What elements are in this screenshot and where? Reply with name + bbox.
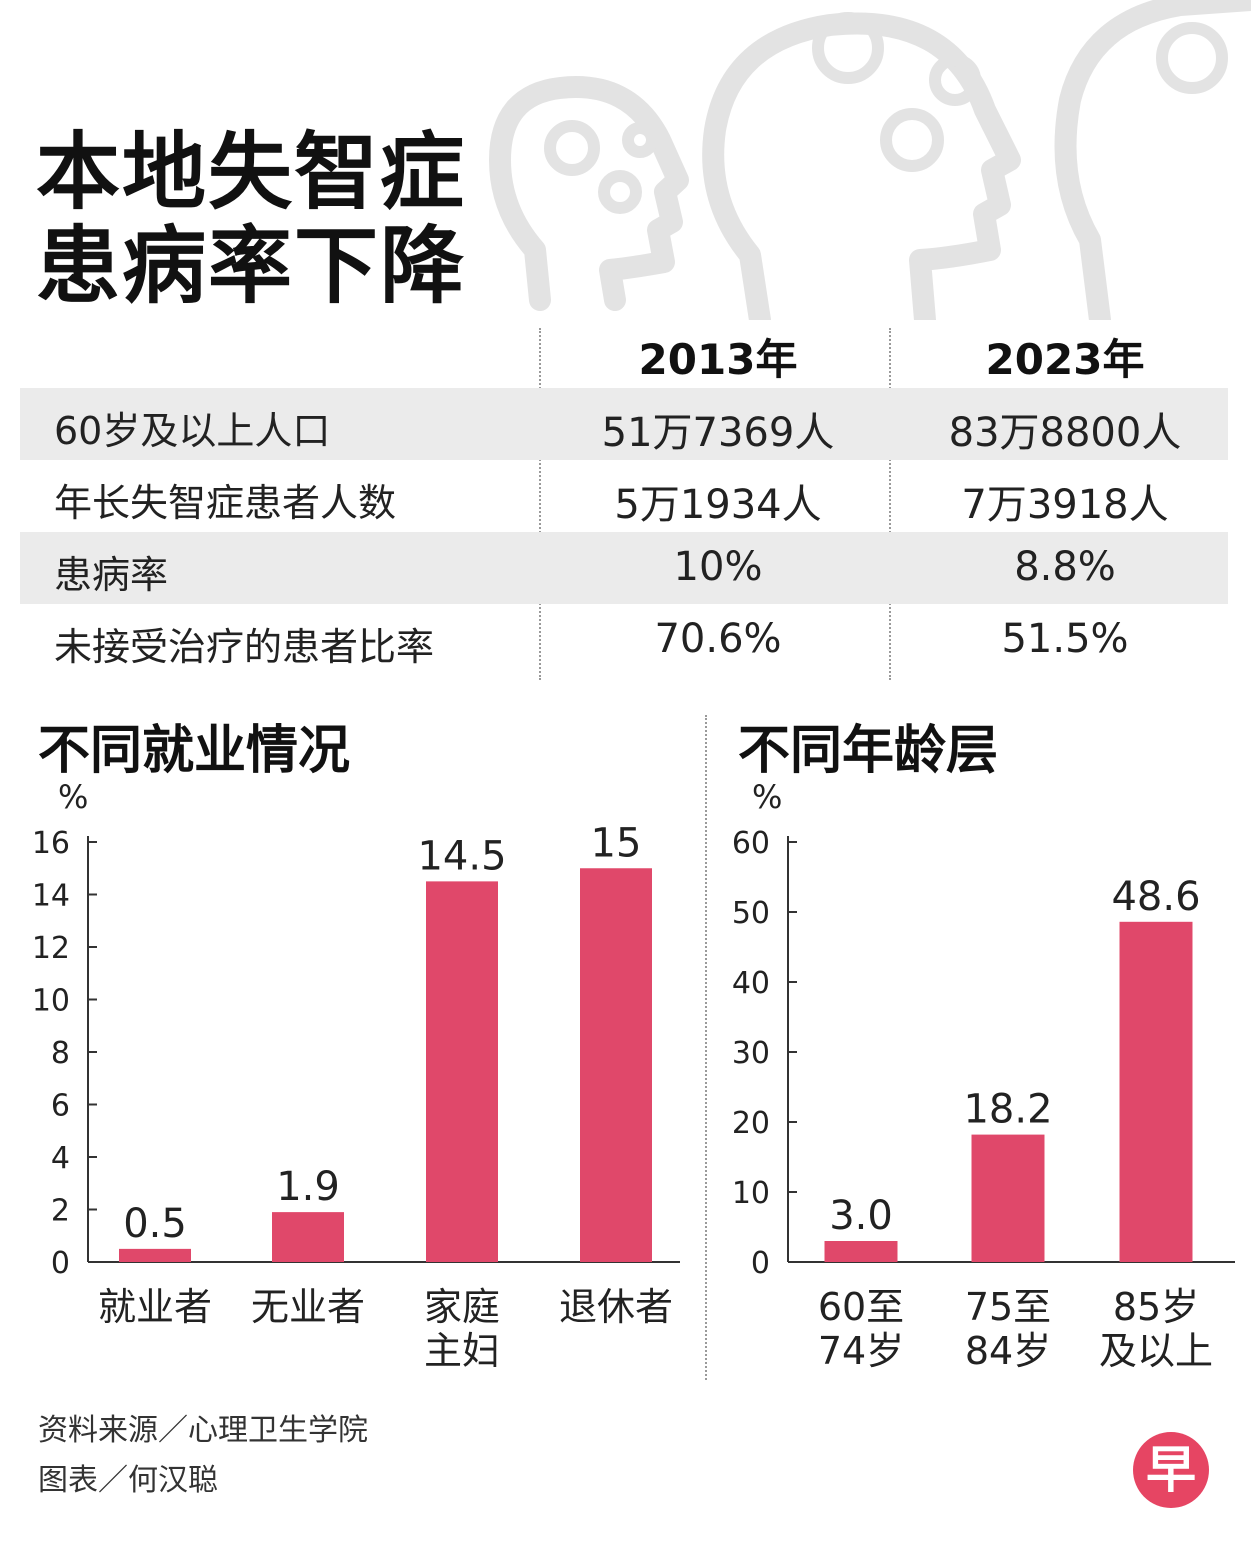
- category-label: 就业者: [98, 1285, 212, 1329]
- page-title: 本地失智症 患病率下降: [36, 125, 466, 313]
- category-label: 85岁: [1113, 1285, 1199, 1329]
- value-2013: 5万1934人: [614, 482, 822, 528]
- y-tick-label: 8: [51, 1036, 70, 1071]
- employment-chart-title: 不同就业情况: [38, 721, 351, 781]
- category-label: 主妇: [424, 1329, 500, 1373]
- data-label: 18.2: [963, 1087, 1052, 1133]
- category-label: 75至: [965, 1285, 1051, 1329]
- table-divider-2: [889, 328, 891, 680]
- chart-divider: [705, 715, 707, 1380]
- category-label: 74岁: [818, 1329, 904, 1373]
- bar: [272, 1212, 344, 1262]
- row-label: 未接受治疗的患者比率: [54, 625, 435, 669]
- bar: [580, 868, 652, 1262]
- value-2013: 51万7369人: [601, 410, 835, 456]
- y-tick-label: 60: [732, 826, 770, 861]
- y-tick-label: 10: [732, 1176, 770, 1211]
- category-label: 退休者: [559, 1285, 673, 1329]
- table-header: 2013年 2023年: [20, 318, 1228, 388]
- bar: [119, 1248, 191, 1262]
- category-label: 及以上: [1099, 1329, 1213, 1373]
- bar: [426, 881, 498, 1262]
- table-divider-1: [539, 328, 541, 680]
- row-label: 60岁及以上人口: [54, 409, 331, 453]
- data-label: 1.9: [276, 1164, 340, 1210]
- y-tick-label: 0: [751, 1246, 770, 1281]
- stats-table: 2013年 2023年 60岁及以上人口 51万7369人 83万8800人 年…: [20, 318, 1228, 680]
- row-label: 年长失智症患者人数: [54, 481, 397, 525]
- table-row: 60岁及以上人口 51万7369人 83万8800人: [20, 388, 1228, 460]
- source-note: 资料来源／心理卫生学院: [38, 1413, 368, 1448]
- category-label: 无业者: [251, 1285, 365, 1329]
- y-tick-label: 10: [32, 984, 70, 1019]
- y-tick-label: 50: [732, 896, 770, 931]
- y-tick-label: 0: [51, 1246, 70, 1281]
- value-2023: 83万8800人: [948, 410, 1182, 456]
- y-tick-label: 6: [51, 1089, 70, 1124]
- category-label: 60至: [818, 1285, 904, 1329]
- bar: [971, 1134, 1045, 1262]
- value-2013: 70.6%: [654, 616, 782, 662]
- bar: [824, 1241, 898, 1262]
- title-line-1: 本地失智症: [36, 123, 467, 221]
- data-label: 0.5: [123, 1201, 187, 1247]
- bar: [1119, 921, 1193, 1262]
- y-tick-label: 30: [732, 1036, 770, 1071]
- y-tick-label: 12: [32, 931, 70, 966]
- year-header-2013: 2013年: [638, 335, 798, 384]
- table-row: 年长失智症患者人数 5万1934人 7万3918人: [20, 460, 1228, 532]
- data-label: 48.6: [1111, 874, 1200, 920]
- category-label: 84岁: [965, 1329, 1051, 1373]
- category-label: 家庭: [424, 1285, 500, 1329]
- age-unit-label: %: [752, 778, 783, 816]
- publisher-logo: 早: [1133, 1432, 1209, 1508]
- value-2023: 51.5%: [1001, 616, 1129, 662]
- data-label: 14.5: [417, 833, 506, 879]
- table-row: 未接受治疗的患者比率 70.6% 51.5%: [20, 604, 1228, 676]
- age-chart-title: 不同年龄层: [738, 721, 999, 781]
- table-row: 患病率 10% 8.8%: [20, 532, 1228, 604]
- y-tick-label: 14: [32, 879, 70, 914]
- y-tick-label: 4: [51, 1141, 70, 1176]
- value-2023: 7万3918人: [961, 482, 1169, 528]
- value-2013: 10%: [673, 544, 763, 590]
- title-line-2: 患病率下降: [36, 217, 467, 315]
- value-2023: 8.8%: [1014, 544, 1116, 590]
- decorative-heads-illustration: [489, 0, 1251, 320]
- year-header-2023: 2023年: [985, 335, 1145, 384]
- data-label: 3.0: [829, 1193, 893, 1239]
- employment-unit-label: %: [58, 778, 89, 816]
- y-tick-label: 2: [51, 1194, 70, 1229]
- credit-note: 图表／何汉聪: [38, 1463, 218, 1498]
- y-tick-label: 40: [732, 966, 770, 1001]
- y-tick-label: 16: [32, 826, 70, 861]
- y-tick-label: 20: [732, 1106, 770, 1141]
- data-label: 15: [591, 820, 642, 866]
- row-label: 患病率: [54, 553, 169, 597]
